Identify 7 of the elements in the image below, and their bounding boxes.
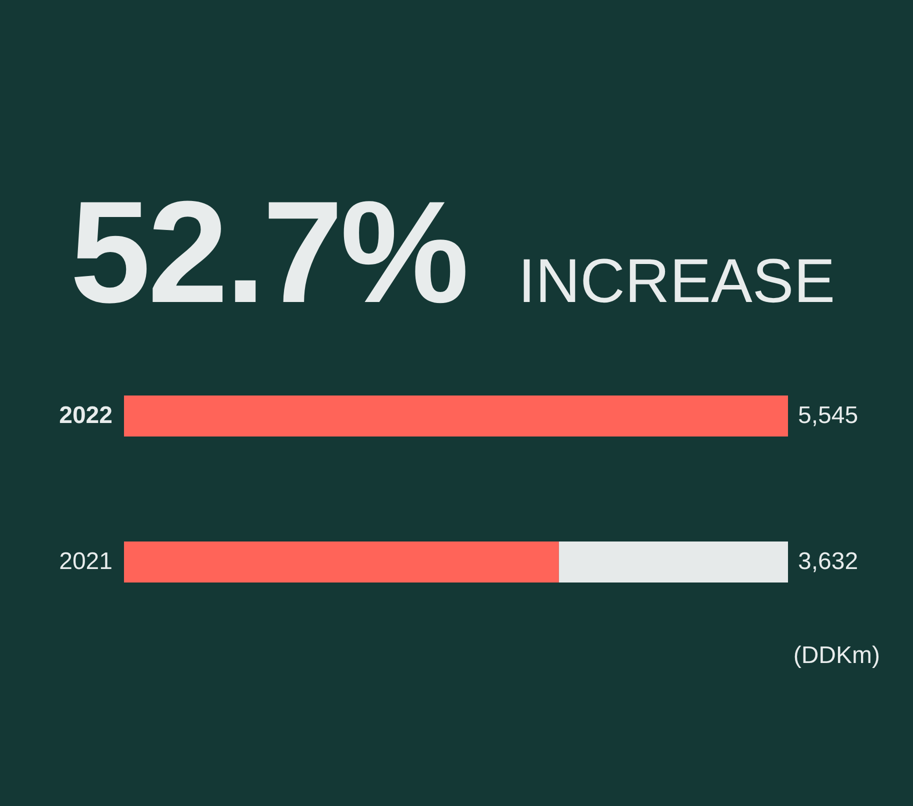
y-tick-label: 2021 [59, 548, 112, 575]
text: (DDKm) [793, 642, 880, 670]
chart-subtitle: INCREASE [518, 247, 836, 316]
y-tick-label: 2022 [59, 402, 112, 429]
chart-title: 52.7% [70, 171, 466, 333]
data-label: 5,545 [798, 402, 858, 429]
data-label: 3,632 [798, 548, 858, 575]
